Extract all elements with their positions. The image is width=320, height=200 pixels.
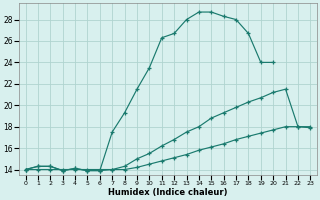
X-axis label: Humidex (Indice chaleur): Humidex (Indice chaleur) [108,188,228,197]
